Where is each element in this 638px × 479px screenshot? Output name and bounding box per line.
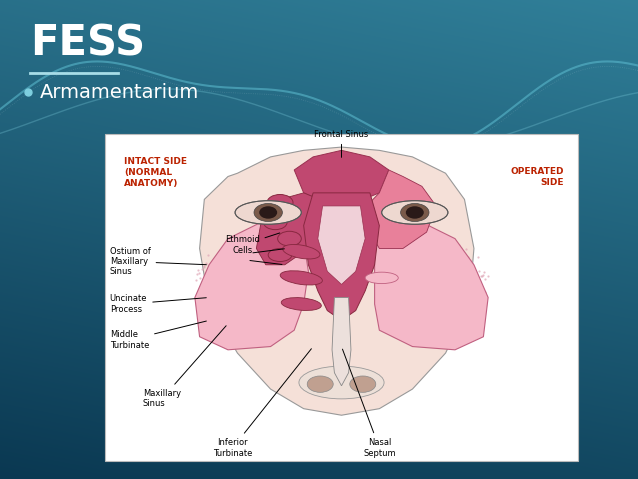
Ellipse shape <box>280 271 322 285</box>
Text: FESS: FESS <box>30 22 145 64</box>
Polygon shape <box>375 222 488 350</box>
Polygon shape <box>332 297 351 386</box>
Ellipse shape <box>382 201 448 224</box>
Ellipse shape <box>254 204 283 221</box>
Ellipse shape <box>267 194 293 211</box>
Bar <box>105 134 578 461</box>
Polygon shape <box>304 193 380 320</box>
Polygon shape <box>256 193 327 265</box>
Text: Middle
Turbinate: Middle Turbinate <box>110 321 206 350</box>
Text: Maxillary
Sinus: Maxillary Sinus <box>143 326 226 409</box>
Ellipse shape <box>268 249 292 262</box>
Ellipse shape <box>283 244 320 259</box>
Text: OPERATED
SIDE: OPERATED SIDE <box>510 167 564 187</box>
Text: Inferior
Turbinate: Inferior Turbinate <box>213 349 311 457</box>
Polygon shape <box>294 150 389 203</box>
Text: Uncinate
Process: Uncinate Process <box>110 294 206 314</box>
Ellipse shape <box>259 206 277 219</box>
Polygon shape <box>370 170 436 249</box>
Polygon shape <box>200 147 474 415</box>
Polygon shape <box>195 222 308 350</box>
Text: Nasal
Septum: Nasal Septum <box>343 349 396 457</box>
Text: INTACT SIDE
(NORMAL
ANATOMY): INTACT SIDE (NORMAL ANATOMY) <box>124 157 187 188</box>
Ellipse shape <box>401 204 429 221</box>
Text: Ethmoid
Cells: Ethmoid Cells <box>225 233 279 255</box>
Ellipse shape <box>350 376 376 392</box>
Ellipse shape <box>263 215 287 229</box>
Polygon shape <box>318 206 365 285</box>
Ellipse shape <box>278 231 301 246</box>
Ellipse shape <box>299 366 384 399</box>
Ellipse shape <box>281 297 322 310</box>
Ellipse shape <box>308 376 333 392</box>
Ellipse shape <box>365 272 398 284</box>
Text: Armamentarium: Armamentarium <box>40 82 199 102</box>
Text: Ostium of
Maxillary
Sinus: Ostium of Maxillary Sinus <box>110 247 206 276</box>
Ellipse shape <box>235 201 301 224</box>
Text: Frontal Sinus: Frontal Sinus <box>315 130 369 158</box>
Ellipse shape <box>406 206 424 219</box>
